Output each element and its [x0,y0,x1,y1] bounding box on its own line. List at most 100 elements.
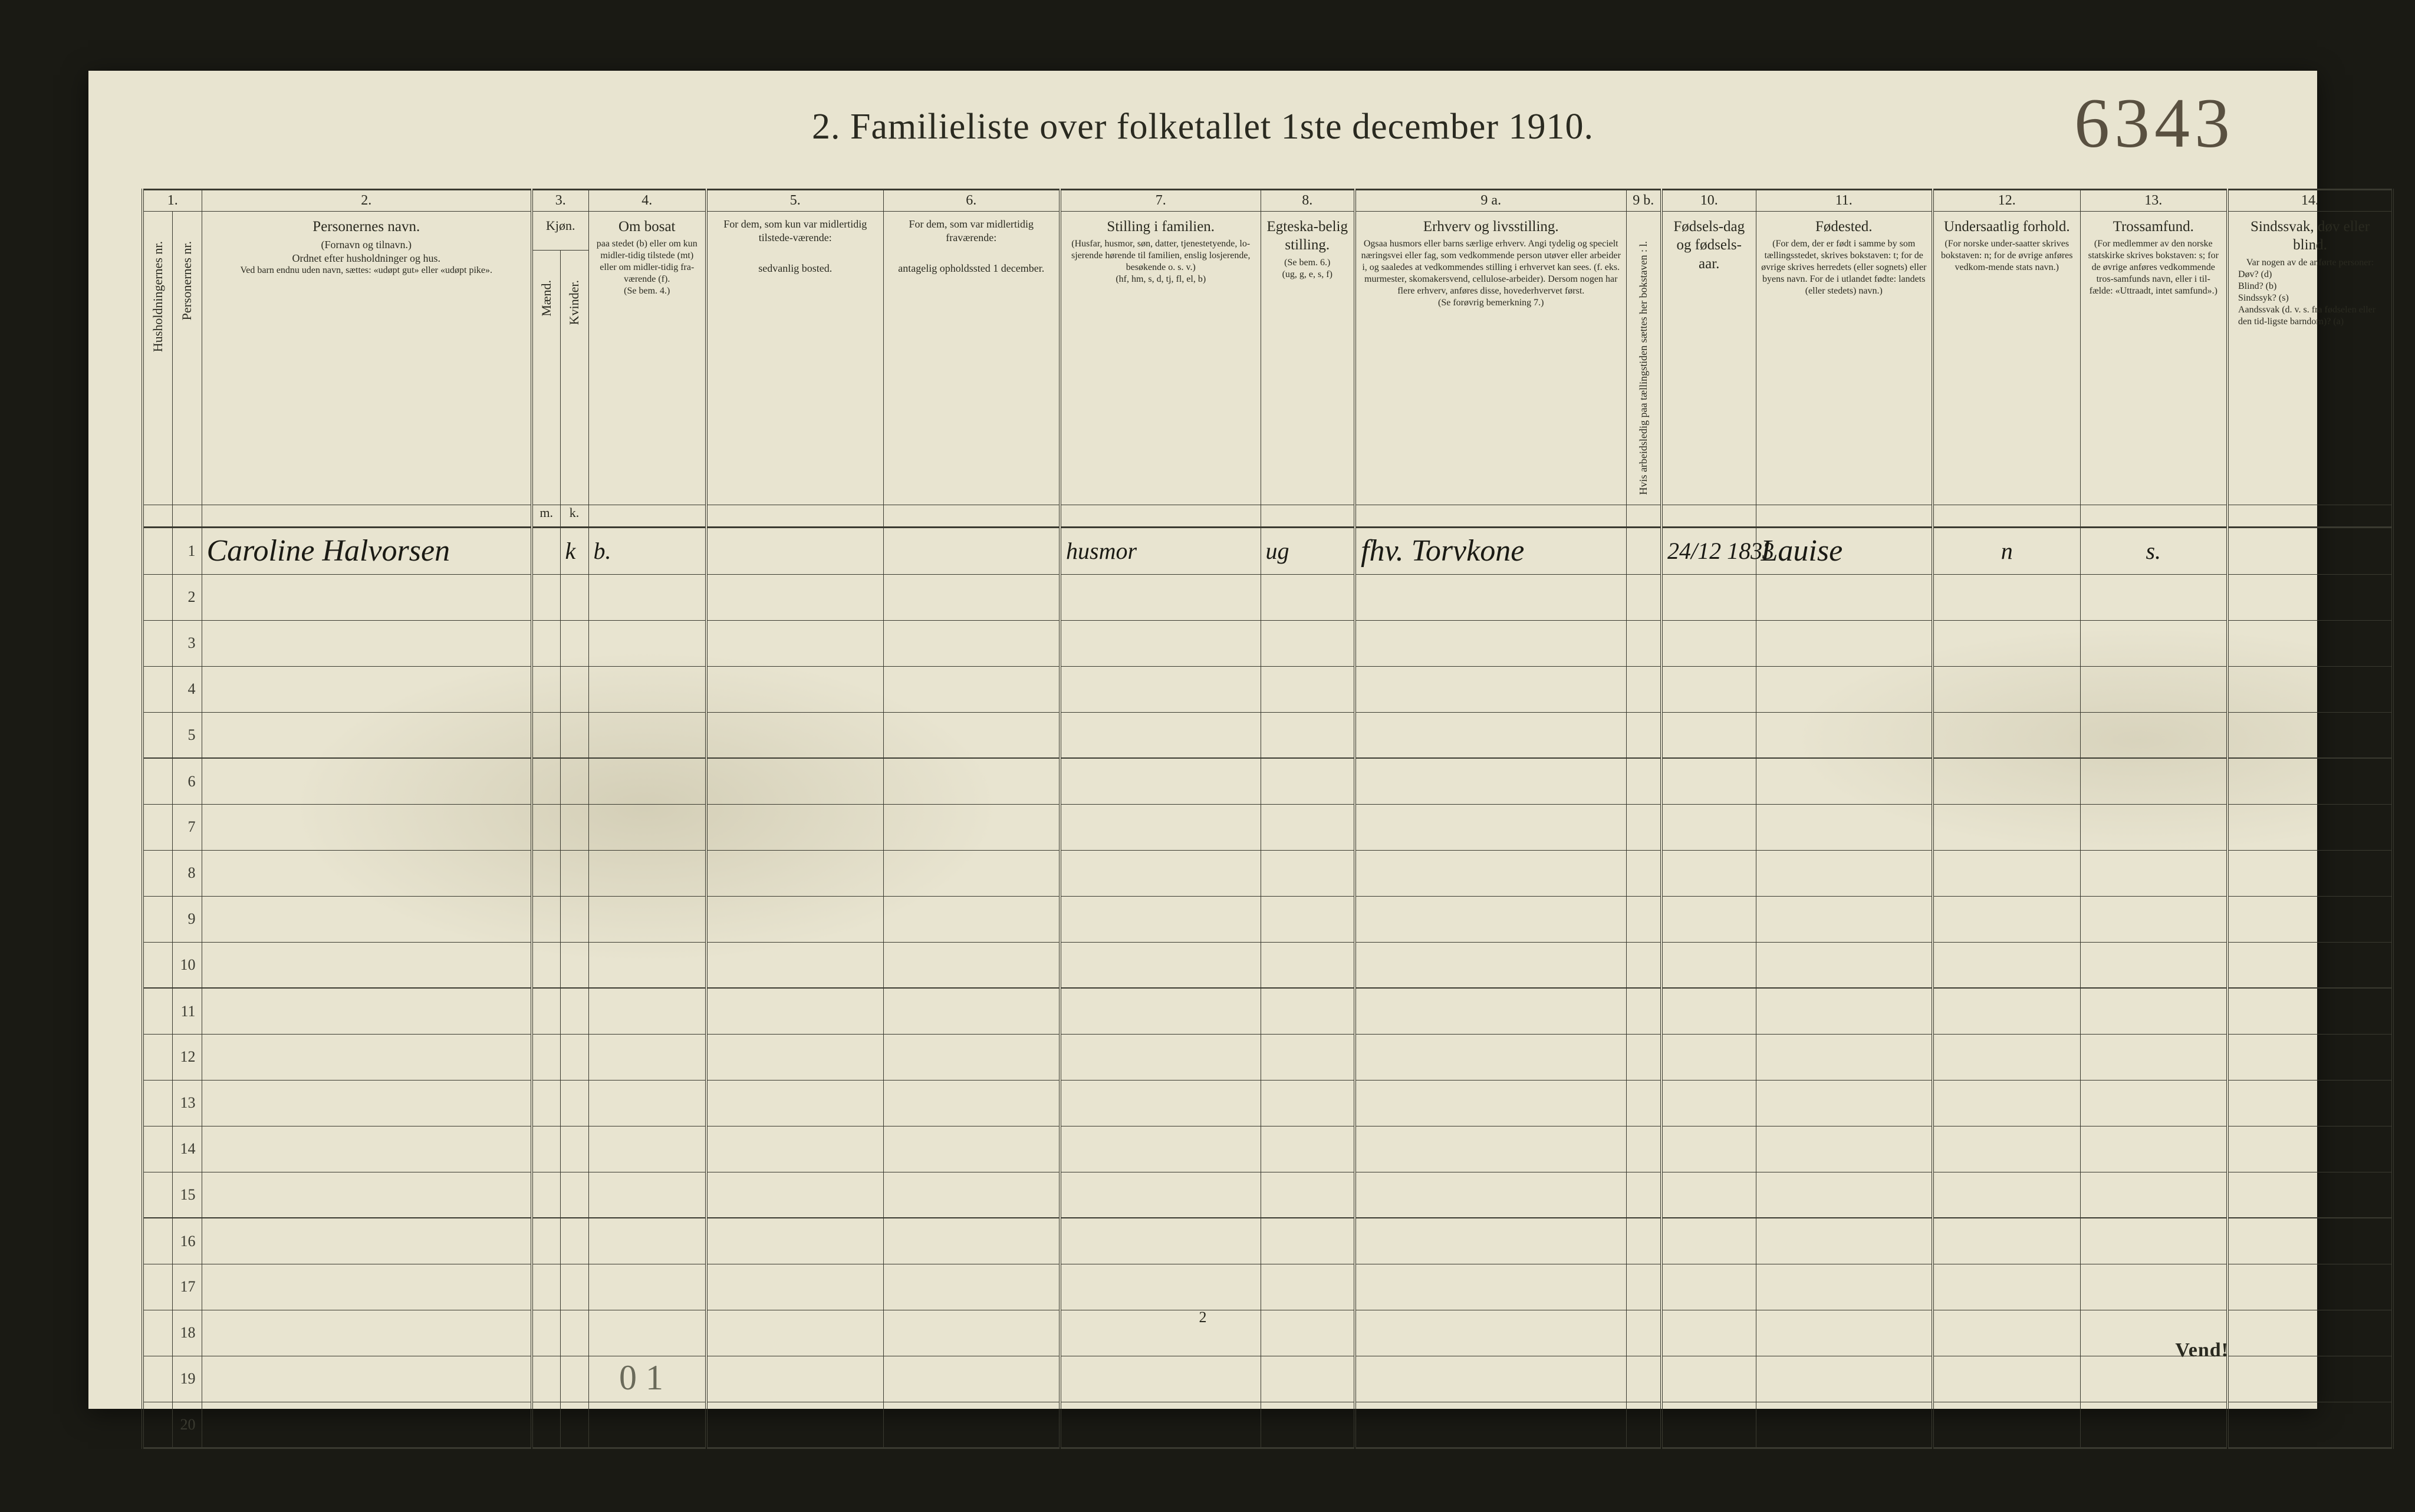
cell [560,1126,588,1172]
cell: b. [588,527,706,574]
cell [560,1034,588,1080]
hdr-fodselsdag-title: Fødsels-dag og fødsels-aar. [1667,218,1751,273]
sub-empty-10 [1626,505,1661,527]
cell [2228,1264,2393,1310]
hdr-navn: Personernes navn. (Fornavn og tilnavn.) … [202,212,532,505]
cell [1355,804,1626,850]
hdr-tros-a: (For medlemmer av den norske statskirke … [2085,238,2222,297]
cell [560,1080,588,1126]
cell [1661,988,1756,1034]
cell: Caroline Halvorsen [202,527,532,574]
cell [2080,1080,2228,1126]
cell [588,988,706,1034]
cell [532,574,560,620]
cell [588,896,706,942]
cell [2228,666,2393,712]
cell [1933,1310,2080,1356]
cell [2228,988,2393,1034]
cell [706,850,883,896]
cell [2228,1356,2393,1402]
colnum-6: 6. [883,190,1060,212]
cell [143,988,172,1034]
hdr-egte-b: (ug, g, e, s, f) [1266,269,1350,281]
cell [2080,620,2228,666]
cell [1626,896,1661,942]
cell [2228,1310,2393,1356]
hdr-sind-b: Døv? (d) Blind? (b) Sindssyk? (s) Aandss… [2233,269,2387,328]
cell [143,1080,172,1126]
cell [1626,666,1661,712]
cell [1933,1356,2080,1402]
cell [1933,804,2080,850]
cell [143,666,172,712]
cell [2080,850,2228,896]
cell [2080,1034,2228,1080]
colnum-11: 11. [1756,190,1933,212]
cell [2080,1172,2228,1218]
cell [706,527,883,574]
cell: 2 [172,574,202,620]
cell [1756,620,1933,666]
table-body: 1Caroline Halvorsenkb.husmorugfhv. Torvk… [143,527,2393,1448]
cell [2228,1172,2393,1218]
cell [1933,896,2080,942]
cell [1756,850,1933,896]
cell [1060,712,1261,758]
cell [560,1402,588,1448]
cell [1756,712,1933,758]
cell [1661,1034,1756,1080]
handwritten-page-number: 6343 [2074,83,2235,164]
cell [706,988,883,1034]
cell [1661,758,1756,804]
cell [2080,1402,2228,1448]
table-row: 19 [143,1356,2393,1402]
cell [143,1310,172,1356]
cell [2080,712,2228,758]
cell [202,988,532,1034]
cell [883,1310,1060,1356]
cell [1355,574,1626,620]
cell: 15 [172,1172,202,1218]
cell [202,758,532,804]
cell [1626,1218,1661,1264]
cell [532,1356,560,1402]
cell [1661,1264,1756,1310]
table-row: 2 [143,574,2393,620]
cell [1060,620,1261,666]
cell [588,1310,706,1356]
cell [1355,1402,1626,1448]
cell [2080,942,2228,988]
cell [883,988,1060,1034]
footer-page-number: 2 [1199,1309,1207,1326]
sub-empty-9 [1355,505,1626,527]
cell [1756,758,1933,804]
cell [588,942,706,988]
table-row: 11 [143,988,2393,1034]
cell [560,1310,588,1356]
cell [1756,804,1933,850]
cell [1626,574,1661,620]
cell [560,758,588,804]
document-title: 2. Familieliste over folketallet 1ste de… [88,71,2317,148]
cell [883,574,1060,620]
cell [706,1310,883,1356]
census-table: 1. 2. 3. 4. 5. 6. 7. 8. 9 a. 9 b. 10. 11… [142,189,2394,1449]
hdr-midl-frav-b: antagelig opholdssted 1 december. [889,262,1055,275]
cell [1933,574,2080,620]
census-table-wrap: 1. 2. 3. 4. 5. 6. 7. 8. 9 a. 9 b. 10. 11… [142,189,2264,1449]
hdr-fodselsdag: Fødsels-dag og fødsels-aar. [1661,212,1756,505]
cell [883,1126,1060,1172]
cell: 6 [172,758,202,804]
hdr-navn-b: Ordnet efter husholdninger og hus. [207,252,527,265]
cell: Lauise [1756,527,1933,574]
hdr-midl-frav-a: For dem, som var midlertidig fraværende: [889,218,1055,244]
cell [532,1034,560,1080]
cell [1355,850,1626,896]
colnum-14: 14. [2228,190,2393,212]
cell [1933,620,2080,666]
cell [883,1264,1060,1310]
cell [883,712,1060,758]
hdr-sind-a: Var nogen av de anførte personer: [2233,257,2387,269]
cell [560,850,588,896]
hdr-fodested-a: (For dem, der er født i samme by som tæl… [1761,238,1927,297]
